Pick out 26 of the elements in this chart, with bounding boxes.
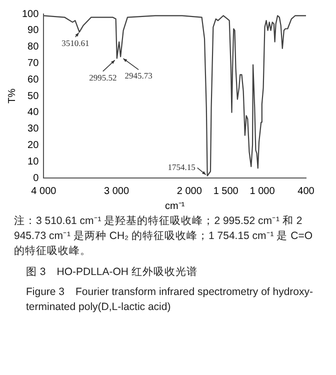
annotation: 2995.52 bbox=[89, 72, 117, 82]
caption: 图 3 HO-PDLLA-OH 红外吸收光谱 bbox=[26, 264, 198, 280]
y-tick-label: 30 bbox=[28, 124, 40, 135]
x-axis-title: cm⁻¹ bbox=[165, 200, 186, 212]
x-tick-label: 1 500 bbox=[213, 186, 239, 197]
annotation: 3510.61 bbox=[62, 38, 90, 48]
x-tick-label: 3 000 bbox=[104, 186, 130, 197]
x-tick-label: 4 000 bbox=[31, 186, 57, 197]
text: 注：3 510.61 cm⁻¹ 是羟基的特征吸收峰；2 995.52 cm⁻¹ 和 2 945.73 cm⁻¹ 是两种 CH₂ 的特征吸收峰；1 754.15 cm⁻¹ 是 C=O 的特征吸收峰。 bbox=[14, 214, 314, 260]
annotation: 2945.73 bbox=[124, 70, 152, 81]
y-tick-label: 90 bbox=[28, 25, 40, 36]
y-tick-label: 10 bbox=[28, 156, 40, 168]
y-tick-label: 50 bbox=[28, 90, 40, 102]
y-tick-label: 100 bbox=[22, 8, 40, 20]
annotation: 1754.15 bbox=[168, 162, 196, 172]
y-tick-label: 80 bbox=[28, 42, 40, 53]
x-tick-label: 400 bbox=[298, 186, 315, 197]
x-tick-label: 1 000 bbox=[250, 186, 276, 197]
y-tick-label: 40 bbox=[28, 107, 40, 118]
y-tick-label: 60 bbox=[28, 74, 40, 86]
y-tick-label: 20 bbox=[28, 140, 40, 151]
y-tick-label: 70 bbox=[28, 58, 40, 69]
y-axis-title: T% bbox=[6, 88, 18, 104]
x-tick-label: 2 000 bbox=[176, 186, 202, 197]
caption: Figure 3 Fourier transform infrared spectrometry of hydroxy-terminated poly(D,L-lactic acid) bbox=[26, 284, 314, 316]
y-tick-label: 0 bbox=[33, 172, 40, 184]
